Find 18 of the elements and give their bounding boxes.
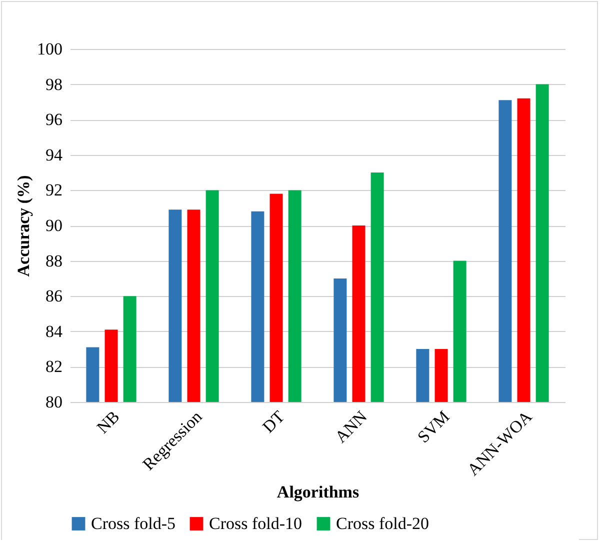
y-tick-label: 94	[46, 145, 63, 164]
y-tick-label: 84	[46, 322, 63, 341]
y-axis-title: Accuracy (%)	[14, 175, 33, 277]
y-tick-label: 92	[46, 180, 62, 200]
y-tick-label: 88	[46, 251, 62, 270]
legend-label: Cross fold-10	[209, 514, 302, 533]
legend-label: Cross fold-5	[91, 514, 176, 533]
y-tick-label: 86	[46, 286, 62, 306]
x-axis-title: Algorithms	[276, 482, 360, 502]
y-tick-label: 98	[46, 74, 62, 94]
x-tick-label: DT	[258, 406, 289, 437]
y-tick-label: 90	[46, 216, 62, 235]
y-tick-label: 82	[46, 357, 62, 376]
y-tick-label: 80	[46, 392, 62, 412]
x-tick-label: NB	[93, 407, 124, 438]
legend-label: Cross fold-20	[336, 514, 430, 533]
y-tick-label: 96	[46, 110, 62, 130]
y-tick-label: 100	[37, 40, 62, 58]
